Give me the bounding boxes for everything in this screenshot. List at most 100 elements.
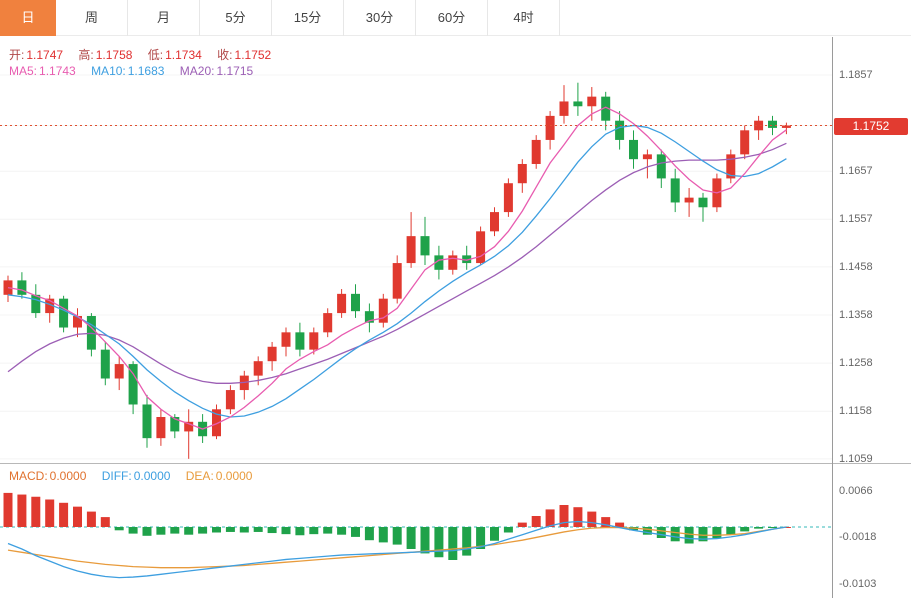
candle[interactable] xyxy=(420,216,430,265)
candle[interactable] xyxy=(100,341,110,386)
candle[interactable] xyxy=(781,122,791,135)
current-price-tag: 1.1752 xyxy=(834,117,908,135)
candle[interactable] xyxy=(573,82,583,116)
candle[interactable] xyxy=(184,409,194,459)
macd-bar xyxy=(712,527,722,538)
macd-bar xyxy=(420,527,430,554)
ma10-value: 1.1683 xyxy=(127,64,165,78)
price-axis-line xyxy=(832,37,833,598)
timeframe-tab-7[interactable]: 4时 xyxy=(488,0,560,36)
candle[interactable] xyxy=(476,226,486,265)
timeframe-tab-1[interactable]: 周 xyxy=(56,0,128,36)
timeframe-tab-5[interactable]: 30分 xyxy=(344,0,416,36)
candle[interactable] xyxy=(462,245,472,270)
macd-bar xyxy=(295,527,305,536)
candle[interactable] xyxy=(17,272,27,299)
candle[interactable] xyxy=(323,308,333,338)
candle[interactable] xyxy=(3,275,13,303)
macd-value: 0.0000 xyxy=(49,469,87,483)
dea-label: DEA: xyxy=(185,469,214,483)
price-axis-label: 1.1458 xyxy=(839,260,873,273)
candle[interactable] xyxy=(73,308,82,338)
candle[interactable] xyxy=(309,327,319,355)
macd-bar xyxy=(309,527,319,535)
candle[interactable] xyxy=(642,149,652,179)
candle[interactable] xyxy=(531,135,541,169)
candle[interactable] xyxy=(86,313,96,357)
timeframe-tab-0[interactable]: 日 xyxy=(0,0,56,36)
candle[interactable] xyxy=(490,207,499,237)
ohlc-legend: 开: 1.1747 高: 1.1758 低: 1.1734 收: 1.1752 xyxy=(9,46,283,63)
macd-bar xyxy=(434,527,444,558)
candle[interactable] xyxy=(726,149,736,184)
candle[interactable] xyxy=(406,212,416,268)
candle[interactable] xyxy=(629,130,638,169)
close-label: 收: xyxy=(217,48,233,62)
candle[interactable] xyxy=(295,322,305,357)
candle[interactable] xyxy=(587,87,597,121)
macd-bar xyxy=(517,522,527,527)
timeframe-tab-6[interactable]: 60分 xyxy=(416,0,488,36)
candle[interactable] xyxy=(698,192,708,222)
macd-bar xyxy=(503,527,513,533)
macd-bar xyxy=(59,502,69,527)
macd-bar xyxy=(392,527,402,545)
macd-bar xyxy=(378,527,388,543)
price-axis-label: 1.1857 xyxy=(839,69,873,81)
candle[interactable] xyxy=(212,404,221,440)
macd-bar xyxy=(406,527,416,549)
macd-bar xyxy=(642,527,652,535)
main-chart-svg[interactable] xyxy=(0,40,832,463)
candle[interactable] xyxy=(156,409,166,446)
ma20-value: 1.1715 xyxy=(216,64,254,78)
candle[interactable] xyxy=(670,168,680,213)
timeframe-tab-3[interactable]: 5分 xyxy=(200,0,272,36)
macd-bar xyxy=(267,527,277,534)
candle[interactable] xyxy=(601,91,611,131)
candle[interactable] xyxy=(31,284,41,318)
macd-label: MACD: xyxy=(9,469,48,483)
candle[interactable] xyxy=(114,356,124,391)
candle[interactable] xyxy=(267,341,277,371)
ma-legend: MA5: 1.1743 MA10: 1.1683 MA20: 1.1715 xyxy=(9,64,265,78)
candle[interactable] xyxy=(351,284,360,318)
price-axis-label: 1.1358 xyxy=(839,309,873,322)
macd-bar xyxy=(86,511,96,527)
candle[interactable] xyxy=(503,178,513,217)
candle[interactable] xyxy=(225,385,235,415)
diff-label: DIFF: xyxy=(101,469,132,483)
candle[interactable] xyxy=(59,295,69,333)
candle[interactable] xyxy=(364,303,374,333)
candle[interactable] xyxy=(337,289,347,318)
timeframe-tab-2[interactable]: 月 xyxy=(128,0,200,36)
close-value: 1.1752 xyxy=(234,48,272,62)
macd-bar xyxy=(740,527,750,532)
candle[interactable] xyxy=(754,115,764,140)
candle[interactable] xyxy=(768,115,777,136)
macd-bar xyxy=(281,527,291,535)
ma5-value: 1.1743 xyxy=(39,64,76,78)
candle[interactable] xyxy=(142,394,152,448)
macd-bar xyxy=(670,527,680,542)
candle[interactable] xyxy=(128,361,138,415)
macd-axis-label: 0.0066 xyxy=(839,484,873,497)
candle[interactable] xyxy=(517,159,527,193)
candle[interactable] xyxy=(545,111,555,150)
candle[interactable] xyxy=(392,255,402,304)
candle[interactable] xyxy=(740,125,750,160)
diff-value: 0.0000 xyxy=(133,469,171,483)
candle[interactable] xyxy=(656,149,666,189)
candle[interactable] xyxy=(615,111,625,150)
candle[interactable] xyxy=(45,294,55,323)
candle[interactable] xyxy=(378,293,388,328)
candle[interactable] xyxy=(434,245,444,280)
candle[interactable] xyxy=(684,188,694,217)
candle[interactable] xyxy=(170,414,180,439)
candle[interactable] xyxy=(559,85,569,124)
candle[interactable] xyxy=(281,327,291,357)
candle[interactable] xyxy=(448,250,458,275)
timeframe-tab-4[interactable]: 15分 xyxy=(272,0,344,36)
macd-chart-svg[interactable] xyxy=(0,465,832,598)
candle[interactable] xyxy=(239,370,249,400)
